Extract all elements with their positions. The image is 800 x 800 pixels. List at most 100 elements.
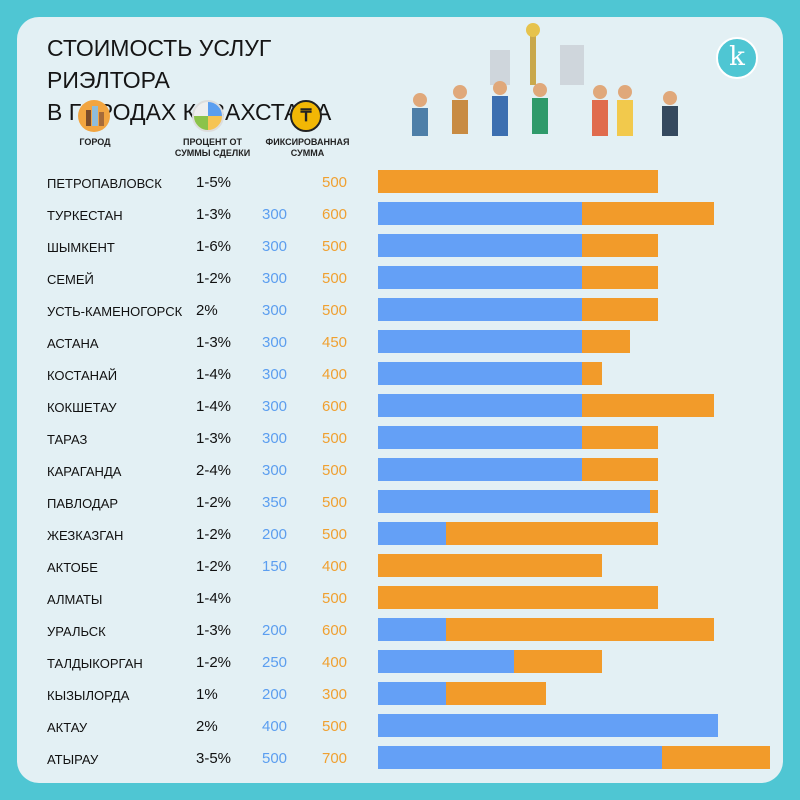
fixed-value-label: 450 <box>322 334 348 351</box>
city-label: ТАРАЗ <box>47 432 88 447</box>
percent-label: 3-5% <box>196 750 232 767</box>
percent-label: 1-4% <box>196 366 232 383</box>
base-value-label: 400 <box>262 718 288 735</box>
city-icon <box>78 100 110 132</box>
logo: k <box>716 37 758 79</box>
percent-label: 1-2% <box>196 494 232 511</box>
table-row: КОКШЕТАУ 1-4% 300 600 <box>0 392 780 424</box>
base-value-label: 200 <box>262 526 288 543</box>
base-value-label: 300 <box>262 302 288 319</box>
bar-base <box>378 362 582 385</box>
bar-base <box>378 202 582 225</box>
legend-fixed: ФИКСИРОВАННАЯ СУММА <box>265 137 350 158</box>
bar-fixed <box>378 554 602 577</box>
base-value-label: 500 <box>262 750 288 767</box>
table-row: АТЫРАУ 3-5% 500 700 <box>0 744 780 776</box>
table-row: ПЕТРОПАВЛОВСК 1-5% 500 <box>0 168 780 200</box>
city-label: АЛМАТЫ <box>47 592 103 607</box>
bar-base <box>378 394 582 417</box>
city-label: ЖЕЗКАЗГАН <box>47 528 124 543</box>
table-row: КОСТАНАЙ 1-4% 300 400 <box>0 360 780 392</box>
city-label: ПЕТРОПАВЛОВСК <box>47 176 162 191</box>
fixed-value-label: 500 <box>322 270 348 287</box>
bar-base <box>378 682 446 705</box>
percent-pie-icon <box>192 100 224 132</box>
percent-label: 1-3% <box>196 334 232 351</box>
table-row: АКТАУ 2% 400 500 <box>0 712 780 744</box>
table-row: АЛМАТЫ 1-4% 500 <box>0 584 780 616</box>
table-row: ПАВЛОДАР 1-2% 350 500 <box>0 488 780 520</box>
title-line-1: СТОИМОСТЬ УСЛУГ РИЭЛТОРА <box>47 35 272 93</box>
city-label: КЫЗЫЛОРДА <box>47 688 130 703</box>
base-value-label: 200 <box>262 622 288 639</box>
city-label: УСТЬ-КАМЕНОГОРСК <box>47 304 183 319</box>
table-row: УСТЬ-КАМЕНОГОРСК 2% 300 500 <box>0 296 780 328</box>
base-value-label: 300 <box>262 334 288 351</box>
base-value-label: 300 <box>262 206 288 223</box>
percent-label: 2-4% <box>196 462 232 479</box>
percent-label: 1-3% <box>196 206 232 223</box>
bar-base <box>378 522 446 545</box>
fixed-value-label: 500 <box>322 526 348 543</box>
percent-label: 1-2% <box>196 558 232 575</box>
fixed-value-label: 500 <box>322 174 348 191</box>
table-row: ШЫМКЕНТ 1-6% 300 500 <box>0 232 780 264</box>
bar-fixed <box>378 170 658 193</box>
bar-base <box>378 650 514 673</box>
percent-label: 1-2% <box>196 654 232 671</box>
percent-label: 1-2% <box>196 526 232 543</box>
legend-city: ГОРОД <box>79 137 111 147</box>
city-label: АКТАУ <box>47 720 88 735</box>
percent-label: 1-3% <box>196 622 232 639</box>
percent-label: 2% <box>196 302 218 319</box>
base-value-label: 300 <box>262 430 288 447</box>
legend-percent: ПРОЦЕНТ ОТ СУММЫ СДЕЛКИ <box>174 137 251 158</box>
fixed-value-label: 600 <box>322 398 348 415</box>
bar-base <box>378 458 582 481</box>
base-value-label: 300 <box>262 398 288 415</box>
table-row: КАРАГАНДА 2-4% 300 500 <box>0 456 780 488</box>
city-label: КОСТАНАЙ <box>47 368 118 383</box>
base-value-label: 250 <box>262 654 288 671</box>
city-label: АКТОБЕ <box>47 560 98 575</box>
fixed-value-label: 500 <box>322 430 348 447</box>
tenge-coin-icon: ₸ <box>290 100 322 132</box>
city-label: ПАВЛОДАР <box>47 496 119 511</box>
bar-fixed <box>378 522 658 545</box>
percent-label: 1% <box>196 686 218 703</box>
city-label: ТУРКЕСТАН <box>47 208 123 223</box>
table-row: ТАЛДЫКОРГАН 1-2% 250 400 <box>0 648 780 680</box>
bar-base <box>378 426 582 449</box>
table-row: АКТОБЕ 1-2% 150 400 <box>0 552 780 584</box>
table-row: АСТАНА 1-3% 300 450 <box>0 328 780 360</box>
bar-base <box>378 330 582 353</box>
fixed-value-label: 400 <box>322 366 348 383</box>
city-label: АСТАНА <box>47 336 99 351</box>
city-label: КОКШЕТАУ <box>47 400 117 415</box>
table-row: КЫЗЫЛОРДА 1% 200 300 <box>0 680 780 712</box>
fixed-value-label: 500 <box>322 494 348 511</box>
bar-fixed <box>378 586 658 609</box>
city-label: КАРАГАНДА <box>47 464 122 479</box>
percent-label: 1-4% <box>196 590 232 607</box>
percent-label: 1-4% <box>196 398 232 415</box>
fixed-value-label: 500 <box>322 590 348 607</box>
bar-base <box>378 298 582 321</box>
table-row: УРАЛЬСК 1-3% 200 600 <box>0 616 780 648</box>
percent-label: 1-2% <box>196 270 232 287</box>
base-value-label: 300 <box>262 270 288 287</box>
bar-base <box>378 618 446 641</box>
bar-base <box>378 714 718 737</box>
city-label: АТЫРАУ <box>47 752 99 767</box>
bar-fixed <box>378 618 714 641</box>
city-label: УРАЛЬСК <box>47 624 106 639</box>
percent-label: 1-5% <box>196 174 232 191</box>
bar-base <box>378 234 582 257</box>
fixed-value-label: 700 <box>322 750 348 767</box>
fixed-value-label: 500 <box>322 238 348 255</box>
fixed-value-label: 500 <box>322 302 348 319</box>
table-row: ЖЕЗКАЗГАН 1-2% 200 500 <box>0 520 780 552</box>
percent-label: 1-6% <box>196 238 232 255</box>
bar-base <box>378 746 662 769</box>
base-value-label: 300 <box>262 238 288 255</box>
